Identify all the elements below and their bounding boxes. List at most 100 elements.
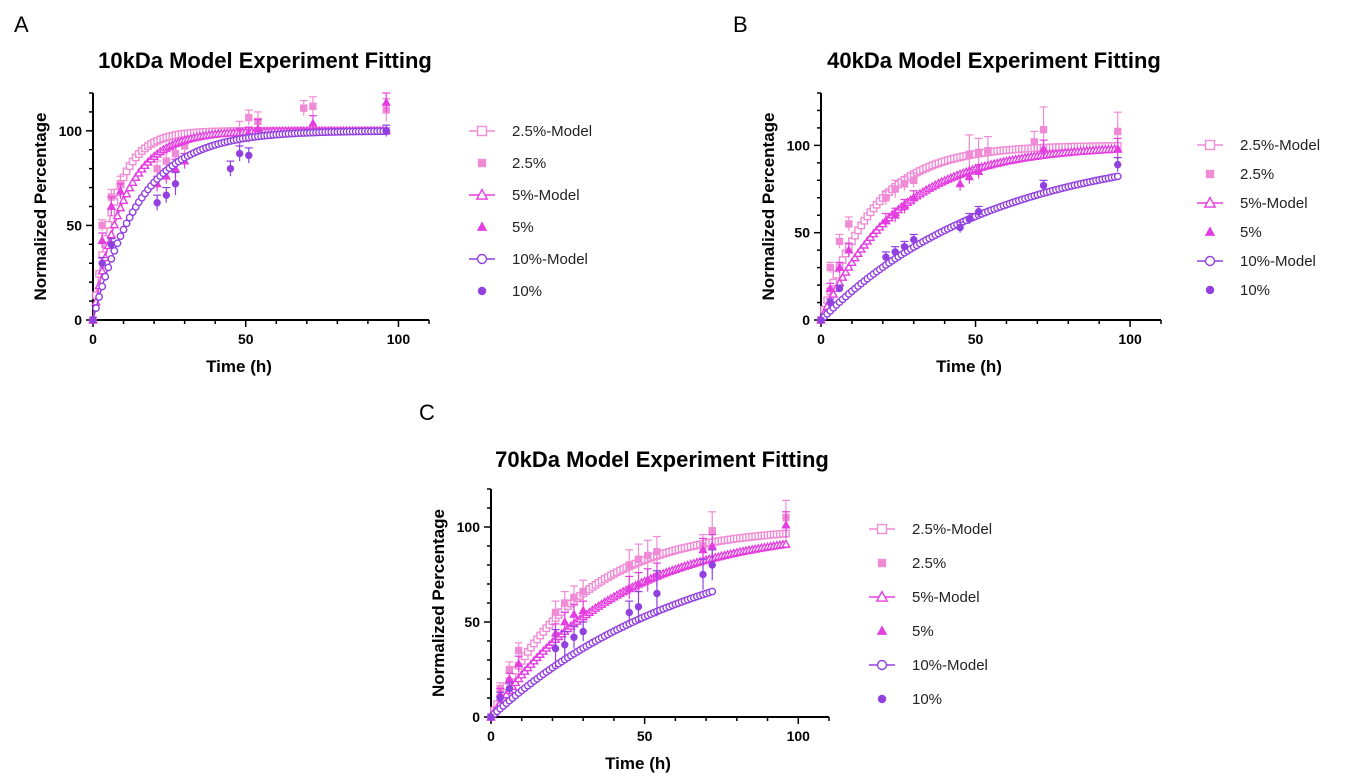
model-marker (106, 229, 117, 239)
data-point (844, 245, 854, 254)
data-point (899, 201, 910, 210)
y-tick-label: 0 (74, 312, 82, 328)
legend-marker (1205, 285, 1215, 295)
model-marker (708, 587, 717, 596)
data-point (781, 520, 791, 529)
y-tick-label: 0 (472, 709, 480, 725)
series-10pct-model (817, 172, 1122, 324)
data-point (382, 127, 390, 135)
data-point (633, 578, 644, 588)
legend-label: 5% (1240, 224, 1262, 241)
y-axis-label: Normalized Percentage (759, 112, 778, 300)
chart-panel-c: C 70kDa Model Experiment Fitting 0 50 100 0 50… (419, 400, 992, 773)
legend-item: 5% (1204, 224, 1262, 241)
legend-label: 2.5%-Model (1240, 137, 1320, 154)
legend-label: 10% (1240, 282, 1270, 299)
data-point (569, 609, 579, 618)
legend-label: 2.5% (912, 555, 946, 572)
legend-label: 2.5%-Model (912, 521, 992, 538)
data-point (560, 616, 570, 626)
data-point (309, 102, 317, 110)
data-point (98, 221, 106, 230)
data-point (1114, 127, 1122, 136)
data-point (162, 191, 171, 199)
model-marker (116, 232, 125, 241)
data-point (817, 316, 825, 324)
data-point (153, 199, 161, 207)
legend-label: 5%-Model (912, 589, 980, 606)
data-point (97, 235, 107, 244)
model-marker (97, 265, 108, 275)
model-marker (92, 304, 100, 312)
legend-marker (476, 125, 488, 137)
legend-item: 2.5% (1205, 166, 1274, 183)
legend-item: 10% (877, 691, 942, 708)
legend-item: 10% (1205, 282, 1270, 299)
data-point (964, 171, 974, 181)
model-marker (781, 538, 791, 548)
legend-marker (876, 659, 888, 671)
data-point (89, 316, 97, 324)
data-point (1039, 125, 1048, 134)
model-marker (122, 219, 131, 228)
legend-item: 5% (476, 219, 534, 236)
y-tick-label: 100 (457, 519, 481, 535)
data-point (910, 235, 918, 244)
data-point (881, 215, 891, 224)
x-tick-label: 100 (1118, 331, 1142, 347)
data-point (707, 540, 717, 550)
chart-panel-b: B 40kDa Model Experiment Fitting 0 50 100 0 50… (733, 12, 1320, 376)
model-marker (501, 689, 512, 699)
legend-label: 2.5%-Model (512, 123, 592, 140)
data-point (381, 97, 391, 106)
model-marker (110, 246, 119, 255)
data-point (226, 164, 235, 173)
legend-item: 2.5% (877, 555, 946, 572)
legend-item: 5%-Model (1197, 195, 1308, 212)
series-10pct-model (89, 127, 391, 324)
data-point (644, 551, 652, 560)
data-point (235, 149, 244, 158)
model-marker (847, 257, 857, 267)
data-point (561, 599, 569, 607)
data-point (634, 603, 643, 611)
x-tick-label: 50 (637, 728, 653, 744)
y-tick-label: 50 (66, 217, 82, 233)
model-marker (121, 188, 132, 198)
data-point (835, 284, 844, 293)
data-point (965, 150, 974, 158)
legend-marker (877, 558, 887, 568)
data-point (699, 570, 707, 579)
data-point (171, 149, 180, 158)
panel-letter: B (733, 12, 748, 37)
legend-item: 10%-Model (1197, 253, 1316, 270)
data-point (107, 240, 116, 249)
x-axis-label: Time (h) (206, 357, 272, 376)
model-marker (104, 263, 113, 272)
data-point (974, 166, 984, 175)
data-point (974, 148, 983, 157)
legend-marker (475, 188, 489, 200)
data-point (1030, 138, 1038, 146)
model-marker (98, 282, 107, 291)
data-point (504, 673, 515, 683)
legend-item: 2.5%-Model (469, 123, 592, 140)
legend-marker (1204, 226, 1216, 236)
panel-letter: A (14, 12, 29, 37)
model-marker (828, 288, 839, 298)
model-marker (843, 261, 854, 271)
x-tick-label: 50 (968, 331, 984, 347)
data-point (826, 298, 834, 307)
y-axis-label: Normalized Percentage (31, 112, 50, 300)
model-marker (130, 172, 141, 182)
data-point (882, 194, 890, 202)
data-point (505, 665, 514, 674)
model-marker (118, 195, 129, 205)
data-point (955, 178, 965, 188)
series-10pct (817, 157, 1122, 324)
y-tick-label: 100 (59, 123, 83, 139)
model-marker (837, 272, 848, 281)
data-point (1039, 181, 1048, 190)
series-10pct-model (487, 587, 717, 721)
model-marker (853, 248, 863, 258)
